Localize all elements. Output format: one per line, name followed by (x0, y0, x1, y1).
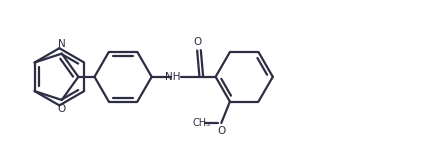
Text: O: O (58, 104, 66, 114)
Text: O: O (193, 37, 201, 47)
Text: CH₃: CH₃ (192, 118, 210, 128)
Text: NH: NH (165, 72, 181, 82)
Text: O: O (217, 126, 225, 136)
Text: N: N (58, 39, 66, 49)
